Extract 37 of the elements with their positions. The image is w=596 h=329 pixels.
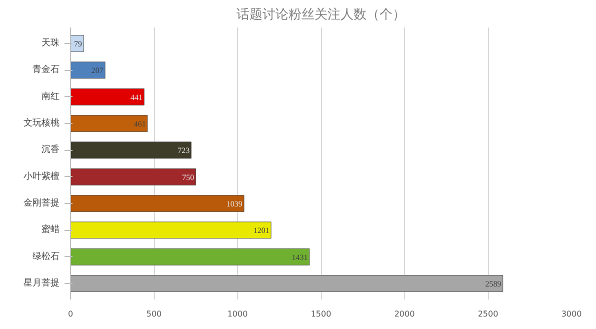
chart-title: 话题讨论粉丝关注人数（个）: [236, 8, 406, 22]
x-tick-label: 2000: [394, 310, 415, 318]
data-label: 441: [130, 92, 142, 102]
y-tick-label: 青金石: [32, 64, 60, 76]
bar: [70, 88, 144, 106]
bar: [70, 248, 310, 266]
x-tick-label: 2500: [478, 310, 498, 318]
data-label: 723: [178, 146, 190, 156]
data-label: 79: [74, 40, 82, 48]
y-tick-label: 沉香: [42, 144, 60, 156]
data-label: 2589: [485, 280, 502, 288]
bar: [70, 222, 272, 239]
data-label: 207: [91, 66, 104, 76]
data-label: 1201: [253, 226, 270, 236]
y-tick-label: 蜜蜡: [42, 224, 60, 236]
x-tick-label: 0: [68, 310, 74, 318]
x-tick-label: 1500: [310, 310, 332, 318]
data-label: 461: [134, 120, 146, 128]
bar: [70, 114, 148, 132]
bar: [70, 168, 196, 186]
bar: [70, 274, 504, 292]
y-tick-label: 星月菩提: [24, 278, 60, 288]
data-label: 750: [182, 172, 194, 182]
x-tick-label: 1000: [227, 310, 248, 318]
y-tick-label: 文玩核桃: [24, 118, 60, 128]
y-tick-label: 小叶紫檀: [24, 170, 60, 182]
x-tick-label: 3000: [561, 310, 582, 318]
y-tick-label: 天珠: [42, 38, 60, 48]
data-label: 1431: [292, 252, 308, 262]
y-tick-label: 南红: [42, 90, 60, 102]
y-tick-label: 金刚菩提: [24, 198, 60, 208]
y-tick-label: 绿松石: [32, 250, 60, 262]
data-label: 1039: [226, 200, 242, 208]
bar: [70, 62, 106, 79]
x-tick-label: 500: [146, 310, 162, 318]
bar: [70, 142, 192, 159]
bar: [70, 194, 244, 212]
